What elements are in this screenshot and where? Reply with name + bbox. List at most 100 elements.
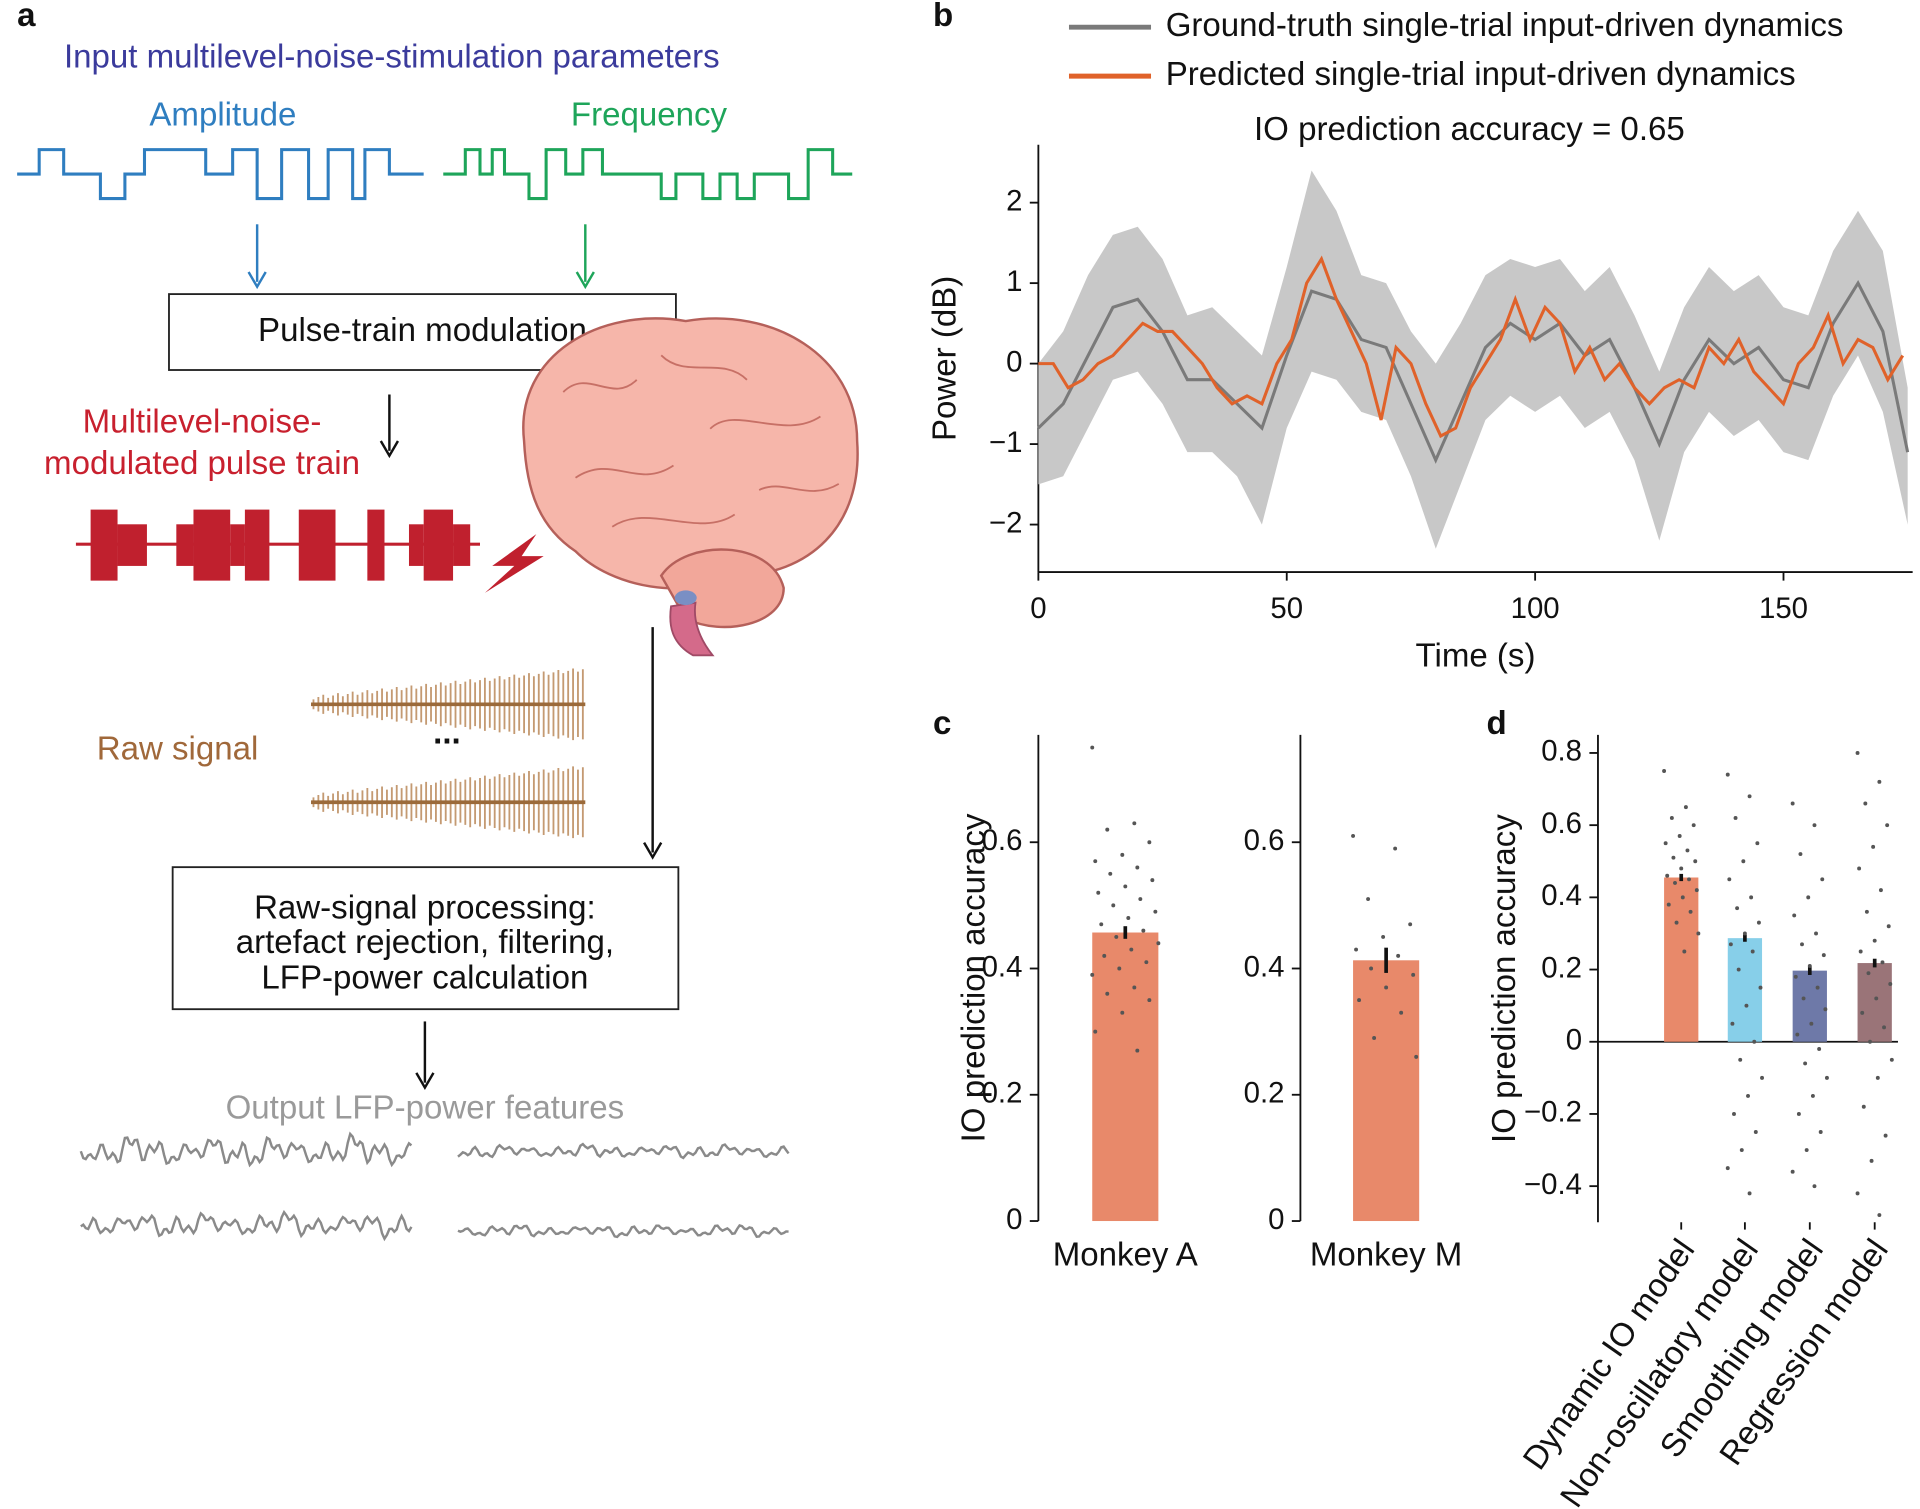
data-point (1111, 903, 1116, 908)
lfp-trace (457, 1224, 789, 1239)
data-point (1883, 1133, 1888, 1138)
processing-box (171, 866, 680, 1011)
y-tick-label: 0.2 (982, 1077, 1023, 1110)
data-point (1117, 966, 1122, 971)
data-point (1666, 902, 1671, 907)
data-point (1102, 953, 1107, 958)
data-point (1871, 844, 1876, 849)
data-point (1696, 931, 1701, 936)
bar (1792, 970, 1827, 1042)
data-point (1790, 1169, 1795, 1174)
panel-label: d (1487, 705, 1507, 742)
data-point (1674, 920, 1679, 925)
raw-signal-traces (311, 668, 586, 839)
data-point (1677, 834, 1682, 838)
x-tick-label: Monkey A (1053, 1236, 1198, 1273)
data-point (1099, 922, 1104, 927)
bar (1092, 932, 1159, 1222)
data-point (1733, 815, 1738, 820)
amplitude-label: Amplitude (149, 96, 296, 133)
diagram: Input multilevel-noise-stimulation param… (17, 39, 859, 1242)
arrow-head (379, 440, 400, 459)
data-point (1796, 1111, 1801, 1116)
data-point (1663, 841, 1668, 846)
data-point (1747, 1191, 1752, 1196)
data-point (1812, 823, 1817, 828)
data-point (1732, 1111, 1736, 1116)
data-point (1680, 895, 1685, 900)
y-tick-label: 0.6 (982, 824, 1023, 857)
data-point (1727, 877, 1732, 882)
data-point (1800, 942, 1804, 947)
y-tick-label: 0.6 (1541, 807, 1582, 840)
data-point (1861, 1104, 1866, 1109)
x-tick-label: 150 (1759, 592, 1808, 625)
data-point (1820, 877, 1825, 882)
data-point (1093, 859, 1098, 864)
data-point (1868, 1039, 1872, 1044)
processing-text: Raw-signal processing: (254, 890, 596, 927)
data-point (1354, 947, 1359, 952)
y-tick-label: −0.4 (1524, 1168, 1582, 1201)
data-point (1396, 953, 1401, 958)
data-point (1679, 866, 1684, 871)
data-point (1866, 971, 1871, 976)
y-tick-label: 2 (1006, 184, 1022, 217)
data-point (1752, 1039, 1757, 1044)
arrow-head (415, 1072, 435, 1090)
data-point (1141, 928, 1146, 933)
arrow-head (247, 271, 267, 290)
data-point (1694, 888, 1699, 893)
frequency-label: Frequency (571, 96, 728, 133)
chart-title: IO prediction accuracy = 0.65 (1254, 111, 1685, 148)
data-point (1381, 934, 1386, 939)
y-tick-label: 0.2 (1541, 951, 1582, 984)
data-point (1804, 1148, 1809, 1153)
data-point (1874, 996, 1879, 1001)
data-point (1366, 897, 1371, 902)
data-point (1857, 866, 1862, 871)
data-point (1793, 974, 1798, 979)
data-point (1728, 942, 1733, 947)
panel-label: a (17, 0, 36, 34)
data-point (1683, 805, 1688, 810)
modulation-text: Pulse-train modulation (258, 312, 587, 349)
y-tick-label: 0.2 (1244, 1077, 1285, 1110)
data-point (1815, 985, 1820, 990)
data-point (1129, 947, 1134, 952)
y-tick-label: 0.4 (1541, 879, 1582, 912)
data-point (1150, 878, 1155, 883)
data-point (1758, 985, 1763, 990)
data-point (1882, 1025, 1887, 1030)
data-point (1863, 801, 1868, 806)
raw-signal-label: Raw signal (97, 731, 259, 768)
data-point (1747, 794, 1752, 799)
lfp-trace (457, 1142, 790, 1160)
arrow-head (575, 271, 595, 290)
data-point (1814, 931, 1818, 936)
bar (1857, 963, 1892, 1042)
panel-label: b (933, 0, 953, 34)
data-point (1135, 1048, 1140, 1053)
data-point (1855, 750, 1860, 755)
data-point (1120, 852, 1125, 857)
ellipsis: ... (433, 715, 461, 752)
data-point (1888, 982, 1893, 986)
data-point (1126, 916, 1131, 920)
x-tick-label: 50 (1270, 592, 1303, 625)
data-point (1755, 841, 1760, 846)
x-tick-label: 100 (1511, 592, 1560, 625)
data-point (1792, 913, 1797, 918)
data-point (1817, 1047, 1822, 1051)
data-point (1736, 967, 1741, 972)
data-point (1749, 895, 1754, 900)
data-point (1824, 1075, 1829, 1080)
data-point (1688, 909, 1693, 914)
data-point (1809, 1021, 1814, 1026)
x-axis-label: Time (s) (1416, 637, 1536, 674)
series-line (1037, 279, 1910, 464)
data-point (1742, 931, 1747, 936)
data-point (1858, 949, 1863, 954)
bar (1664, 877, 1699, 1042)
